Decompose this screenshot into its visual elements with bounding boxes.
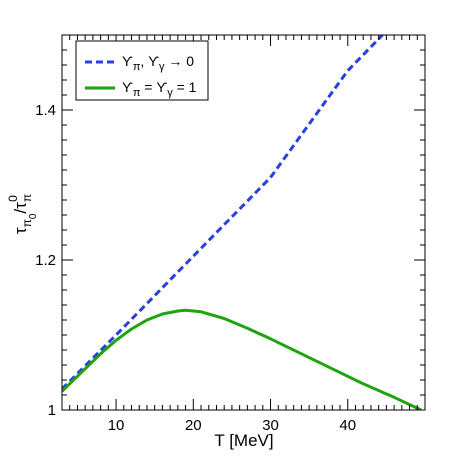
tick-labels: 10 20 30 40 1 1.2 1.4: [35, 102, 356, 434]
y-label-sub-pi-2: π: [20, 194, 34, 202]
y-label-tau: τ: [11, 227, 30, 234]
y-tick-label: 1.4: [35, 102, 56, 119]
y-label-sub-pi: π: [20, 219, 34, 227]
y-tick-label: 1.2: [35, 252, 56, 269]
legend-box: [75, 40, 209, 101]
x-tick-label: 30: [262, 417, 279, 434]
y-axis-label: τπ0/τπ0: [6, 194, 39, 234]
y-label-slash-tau: /τ: [11, 202, 30, 214]
legend-entry-equilibrium: ϒπ = ϒγ = 1: [122, 79, 197, 99]
x-tick-label: 10: [108, 417, 125, 434]
minor-ticks: [61, 34, 426, 410]
series-curves: [62, 35, 422, 410]
y-label-sub-zero: 0: [28, 213, 39, 219]
x-tick-label: 20: [185, 417, 202, 434]
legend: ϒπ, ϒγ → 0 ϒπ = ϒγ = 1: [75, 40, 209, 101]
series-line-1: [62, 308, 422, 410]
plot-frame: [61, 34, 426, 411]
legend-entry-limit: ϒπ, ϒγ → 0: [122, 53, 194, 73]
y-tick-label: 1: [48, 402, 56, 419]
x-axis-label: T [MeV]: [214, 431, 273, 450]
x-tick-label: 40: [339, 417, 356, 434]
y-label-sup-zero: 0: [6, 195, 20, 202]
